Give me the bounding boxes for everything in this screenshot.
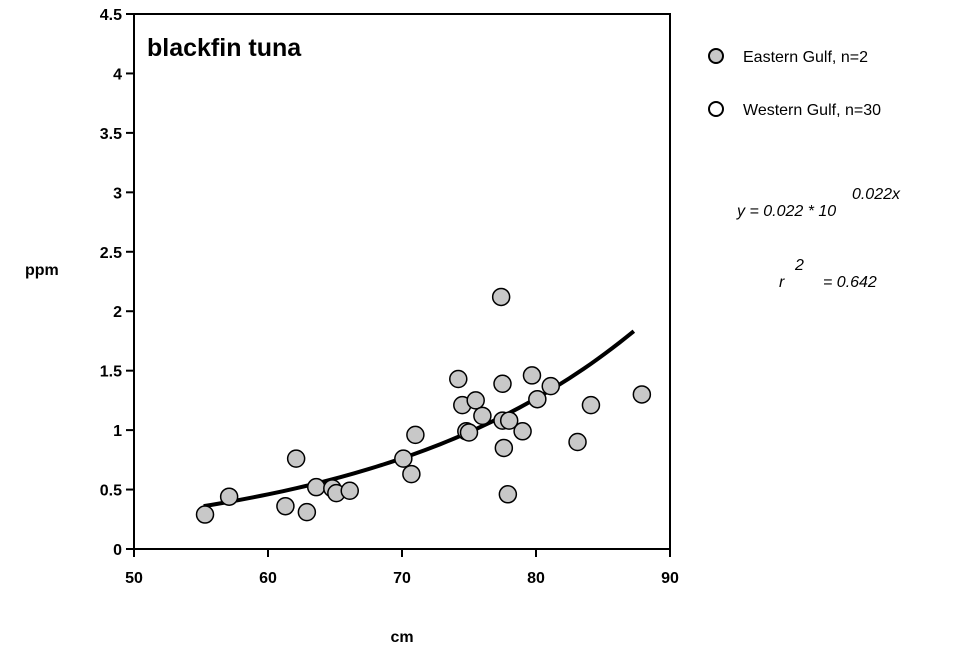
y-tick-label: 3: [113, 185, 122, 202]
y-tick-label: 4: [113, 66, 122, 83]
data-point-western: [581, 395, 601, 415]
y-tick-label: 2: [113, 304, 122, 321]
x-axis-title: cm: [390, 629, 413, 646]
data-point-western: [394, 449, 413, 468]
legend-label-western: Western Gulf, n=30: [743, 102, 881, 119]
data-point-western: [498, 485, 518, 504]
y-tick-label: 3.5: [100, 126, 122, 143]
data-point-western: [522, 366, 542, 385]
legend: Eastern Gulf, n=2 Western Gulf, n=30: [708, 48, 881, 119]
data-point-western: [286, 449, 306, 468]
data-point-western: [459, 423, 479, 442]
data-point-western: [541, 376, 560, 396]
y-tick-label: 4.5: [100, 7, 122, 24]
x-tick-label: 50: [125, 570, 143, 587]
data-point-western: [632, 385, 652, 404]
legend-marker-eastern: [708, 48, 724, 64]
x-tick-label: 70: [393, 570, 411, 587]
r2-label: r: [779, 274, 785, 291]
legend-marker-western: [708, 101, 724, 117]
x-axis: 50 60 70 80 90: [125, 549, 679, 587]
data-point-western: [340, 481, 359, 500]
data-point-western: [568, 432, 587, 452]
regression-equation: y = 0.022 * 10 0.022x: [736, 186, 901, 220]
data-point-western: [306, 477, 326, 497]
y-axis-title: ppm: [25, 262, 59, 279]
plot-frame: [133, 13, 671, 550]
data-point-western: [449, 369, 468, 389]
trend-line: [203, 329, 636, 509]
y-tick-label: 1.5: [100, 364, 122, 381]
data-point-western: [406, 425, 425, 445]
data-point-western: [513, 422, 532, 441]
r2-exponent: 2: [794, 257, 804, 274]
data-point-western: [276, 496, 295, 516]
r-squared: r 2 = 0.642: [779, 257, 877, 291]
y-axis: 0 0.5 1 1.5 2 2.5 3 3.5 4 4.5: [100, 7, 134, 559]
y-tick-label: 0: [113, 542, 122, 559]
data-point-western: [499, 411, 519, 430]
data-point-western: [402, 464, 421, 484]
data-point-western: [297, 502, 317, 522]
y-tick-label: 0.5: [100, 483, 122, 500]
data-point-western: [195, 505, 215, 524]
x-tick-label: 80: [527, 570, 545, 587]
r2-value: = 0.642: [823, 274, 877, 291]
x-tick-label: 60: [259, 570, 277, 587]
y-tick-label: 2.5: [100, 245, 122, 262]
equation-main: y = 0.022 * 10: [736, 203, 836, 220]
data-point-eastern: [219, 487, 239, 506]
chart-title: blackfin tuna: [147, 34, 302, 62]
data-point-western: [473, 406, 492, 426]
data-point-eastern: [491, 287, 511, 307]
data-point-western: [466, 391, 485, 410]
data-point-western: [494, 438, 514, 458]
x-tick-label: 90: [661, 570, 679, 587]
equation-exponent: 0.022x: [852, 186, 901, 203]
legend-label-eastern: Eastern Gulf, n=2: [743, 49, 868, 66]
data-points: [195, 287, 652, 524]
data-point-western: [493, 374, 512, 393]
data-point-western: [528, 389, 547, 409]
y-tick-label: 1: [113, 423, 122, 440]
